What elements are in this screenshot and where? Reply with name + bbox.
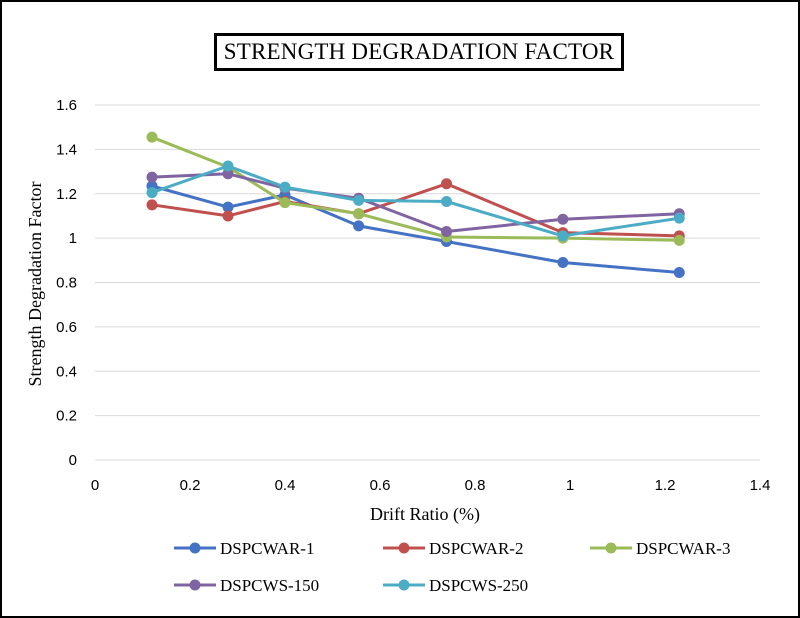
grid-lines bbox=[95, 104, 760, 461]
data-point bbox=[146, 171, 158, 183]
data-point bbox=[222, 201, 234, 213]
x-tick-label: 0.2 bbox=[180, 477, 201, 494]
data-point bbox=[222, 210, 234, 222]
legend-marker bbox=[398, 542, 410, 554]
x-tick-label: 1 bbox=[566, 477, 574, 494]
legend-label: DSPCWAR-2 bbox=[429, 539, 523, 558]
legend-marker bbox=[605, 542, 617, 554]
data-point bbox=[353, 194, 365, 206]
y-tick-label: 0 bbox=[69, 452, 77, 469]
x-tick-label: 0 bbox=[91, 477, 99, 494]
legend-item: DSPCWAR-2 bbox=[383, 539, 523, 558]
x-tick-label: 1.4 bbox=[750, 477, 771, 494]
legend-label: DSPCWS-250 bbox=[429, 576, 528, 595]
legend-item: DSPCWAR-3 bbox=[590, 539, 730, 558]
data-point bbox=[441, 178, 452, 190]
y-tick-labels: 0 0.2 0.4 0.6 0.8 1 1.2 1.4 1.6 bbox=[56, 97, 77, 469]
data-point bbox=[673, 267, 685, 279]
data-point bbox=[222, 160, 234, 172]
y-tick-label: 0.6 bbox=[56, 319, 77, 336]
legend-marker bbox=[398, 579, 410, 591]
data-point bbox=[222, 168, 234, 180]
chart-title: STRENGTH DEGRADATION FACTOR bbox=[223, 39, 615, 64]
legend-label: DSPCWAR-1 bbox=[220, 539, 314, 558]
y-tick-label: 1.4 bbox=[56, 141, 77, 158]
legend-marker bbox=[189, 579, 201, 591]
y-tick-label: 1 bbox=[69, 230, 77, 247]
data-point bbox=[557, 257, 569, 269]
y-tick-label: 1.2 bbox=[56, 186, 77, 203]
legend-item: DSPCWS-250 bbox=[383, 576, 528, 595]
legend-item: DSPCWS-150 bbox=[174, 576, 319, 595]
x-tick-label: 1.2 bbox=[655, 477, 676, 494]
data-point bbox=[557, 213, 569, 225]
x-tick-label: 0.4 bbox=[275, 477, 296, 494]
legend: DSPCWAR-1 DSPCWAR-2 DSPCWAR-3 DSPCWS-150 DSP… bbox=[174, 539, 730, 595]
series-line bbox=[151, 135, 680, 242]
chart-title-box: STRENGTH DEGRADATION FACTOR bbox=[214, 33, 624, 71]
data-point bbox=[353, 220, 365, 232]
data-point bbox=[353, 208, 365, 220]
data-point bbox=[441, 225, 452, 237]
data-point bbox=[146, 187, 158, 199]
data-point bbox=[441, 196, 452, 208]
legend-marker bbox=[189, 542, 201, 554]
data-point bbox=[673, 234, 685, 246]
series-lines bbox=[146, 131, 685, 279]
x-tick-label: 0.6 bbox=[370, 477, 391, 494]
legend-item: DSPCWAR-1 bbox=[174, 539, 314, 558]
data-point bbox=[279, 197, 291, 209]
x-tick-label: 0.8 bbox=[465, 477, 486, 494]
y-tick-label: 0.4 bbox=[56, 363, 77, 380]
data-point bbox=[279, 181, 291, 193]
legend-label: DSPCWS-150 bbox=[220, 576, 319, 595]
data-point bbox=[673, 212, 685, 224]
y-tick-label: 0.2 bbox=[56, 408, 77, 425]
legend-label: DSPCWAR-3 bbox=[636, 539, 730, 558]
x-axis-label: Drift Ratio (%) bbox=[370, 504, 480, 525]
y-axis-label: Strength Degradation Factor bbox=[25, 182, 45, 387]
series-dspcws-250 bbox=[146, 160, 685, 242]
data-point bbox=[146, 199, 158, 211]
data-point bbox=[146, 131, 158, 143]
y-tick-label: 1.6 bbox=[56, 97, 77, 114]
y-tick-label: 0.8 bbox=[56, 275, 77, 292]
data-point bbox=[557, 230, 569, 242]
x-tick-labels: 0 0.2 0.4 0.6 0.8 1 1.2 1.4 bbox=[91, 477, 771, 494]
